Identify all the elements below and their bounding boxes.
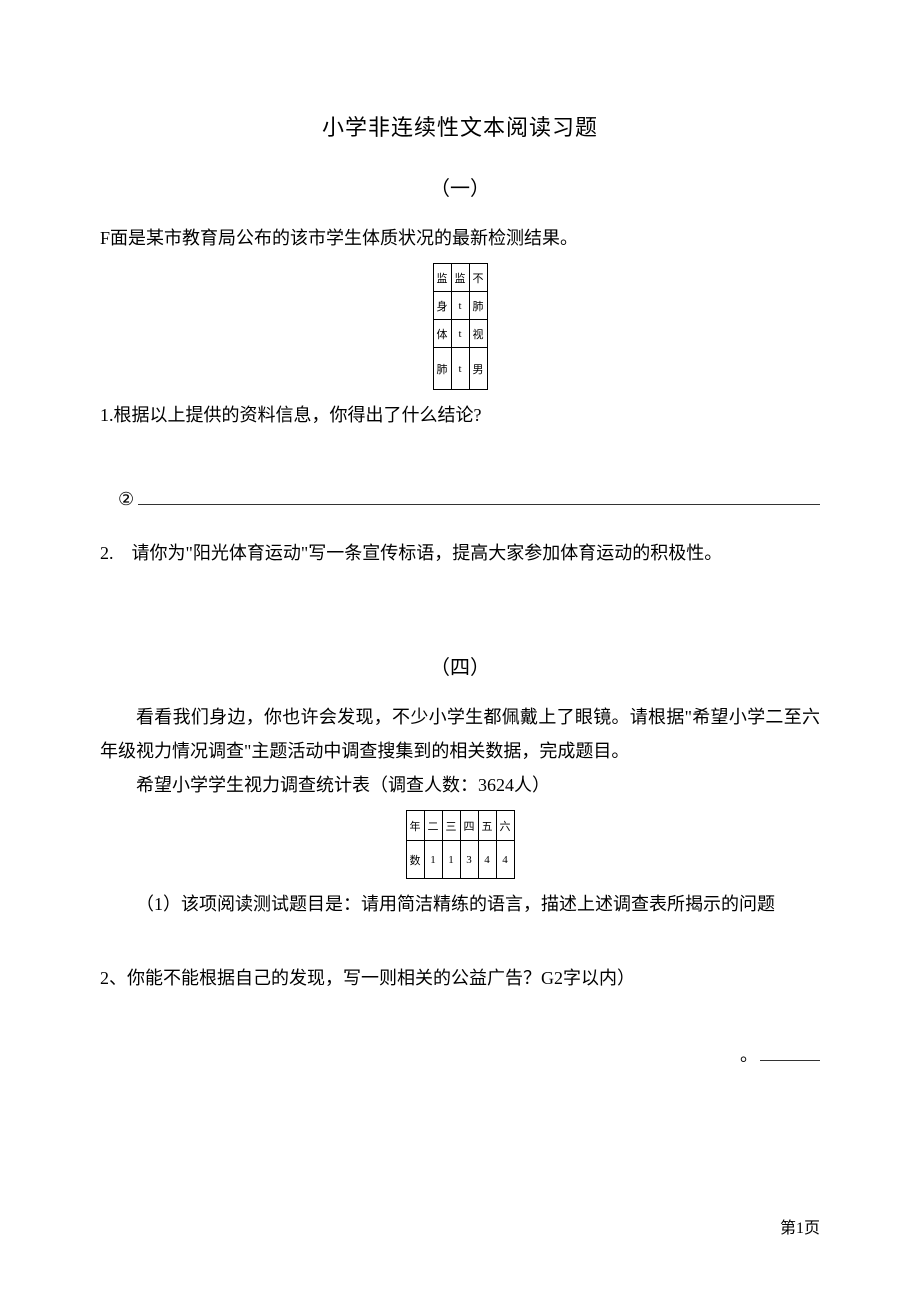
t1-cell: t bbox=[451, 320, 469, 348]
t2-cell: 1 bbox=[424, 841, 442, 879]
paragraph-4b: 希望小学学生视力调查统计表（调查人数：3624人） bbox=[100, 768, 820, 802]
t1-cell: 身 bbox=[433, 292, 451, 320]
intro-paragraph-1: F面是某市教育局公布的该市学生体质状况的最新检测结果。 bbox=[100, 221, 820, 255]
t1-cell: 视 bbox=[469, 320, 487, 348]
t1-cell: 肺 bbox=[433, 348, 451, 390]
section-1-label: （一） bbox=[100, 172, 820, 201]
blank-label-2: ② bbox=[118, 489, 134, 510]
t2-cell: 三 bbox=[442, 811, 460, 841]
data-table-1: 监 监 不 身 t 肺 体 t 视 肺 t 男 bbox=[433, 263, 488, 390]
t2-cell: 二 bbox=[424, 811, 442, 841]
t1-cell: 监 bbox=[451, 264, 469, 292]
t1-cell: 体 bbox=[433, 320, 451, 348]
t1-cell: t bbox=[451, 348, 469, 390]
t2-cell: 1 bbox=[442, 841, 460, 879]
section-4-label: （四） bbox=[100, 651, 820, 680]
data-table-2: 年 二 三 四 五 六 数 1 1 3 4 4 bbox=[406, 810, 515, 879]
trailing-rule bbox=[760, 1043, 820, 1061]
t2-cell: 4 bbox=[478, 841, 496, 879]
trailing-punct: 。 bbox=[100, 1041, 820, 1067]
t2-cell: 4 bbox=[496, 841, 514, 879]
t2-cell: 五 bbox=[478, 811, 496, 841]
t1-cell: 肺 bbox=[469, 292, 487, 320]
doc-title: 小学非连续性文本阅读习题 bbox=[100, 110, 820, 142]
t2-cell: 数 bbox=[406, 841, 424, 879]
t2-cell: 3 bbox=[460, 841, 478, 879]
blank-rule bbox=[138, 487, 820, 505]
question-1: 1.根据以上提供的资料信息，你得出了什么结论? bbox=[100, 398, 820, 432]
t1-cell: 不 bbox=[469, 264, 487, 292]
t1-cell: 监 bbox=[433, 264, 451, 292]
paragraph-4a: 看看我们身边，你也许会发现，不少小学生都佩戴上了眼镜。请根据"希望小学二至六年级… bbox=[100, 700, 820, 768]
trailing-dot-char: 。 bbox=[740, 1041, 758, 1067]
question-2: 2. 请你为"阳光体育运动"写一条宣传标语，提高大家参加体育运动的积极性。 bbox=[100, 536, 820, 570]
t1-cell: 男 bbox=[469, 348, 487, 390]
t2-cell: 年 bbox=[406, 811, 424, 841]
answer-blank-2: ② bbox=[100, 487, 820, 510]
t1-cell: t bbox=[451, 292, 469, 320]
t2-cell: 六 bbox=[496, 811, 514, 841]
page-number: 第1页 bbox=[780, 1214, 820, 1238]
question-4-2: 2、你能不能根据自己的发现，写一则相关的公益广告？G2字以内） bbox=[100, 961, 820, 995]
t2-cell: 四 bbox=[460, 811, 478, 841]
question-4-1: （1）该项阅读测试题目是：请用简洁精练的语言，描述上述调查表所揭示的问题 bbox=[100, 887, 820, 921]
